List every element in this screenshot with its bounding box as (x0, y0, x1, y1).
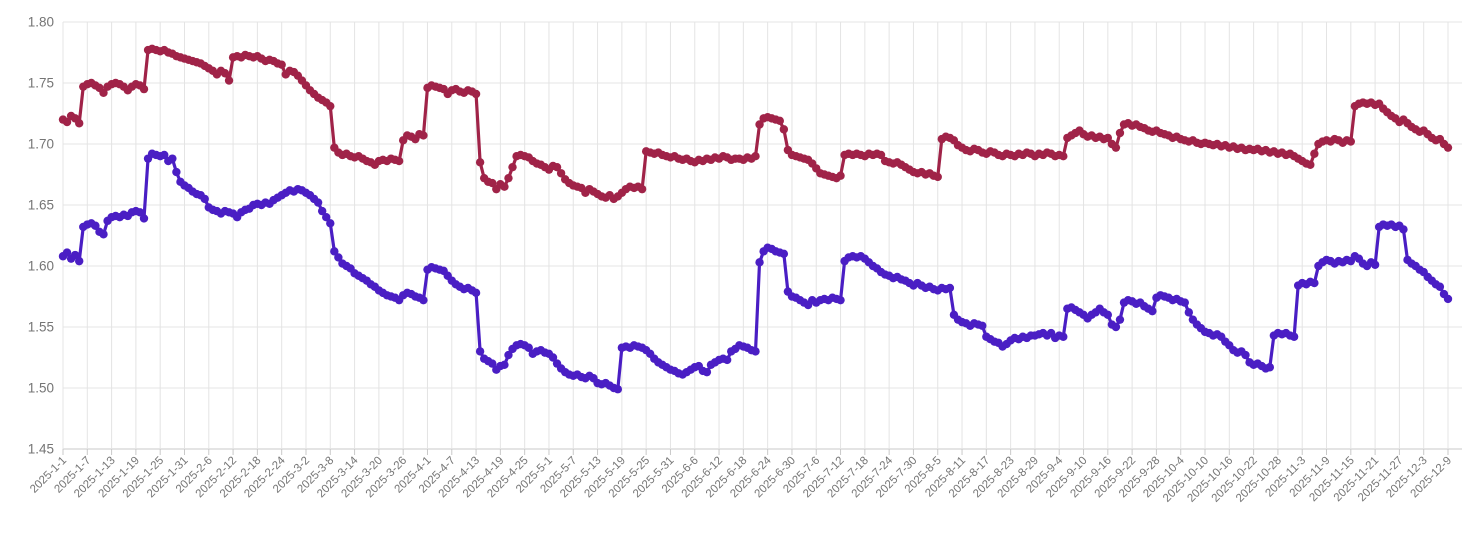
x-axis-labels: 2025-1-12025-1-72025-1-132025-1-192025-1… (28, 454, 1454, 505)
lower-line-point[interactable] (160, 150, 169, 160)
upper-line-point[interactable] (779, 125, 789, 134)
lower-line-point[interactable] (488, 359, 497, 368)
y-tick-label: 1.80 (28, 15, 54, 30)
upper-line-point[interactable] (504, 173, 513, 183)
upper-line-point[interactable] (836, 171, 845, 180)
lower-line-point[interactable] (99, 230, 108, 239)
lower-line-point[interactable] (334, 253, 343, 262)
lower-line-point[interactable] (62, 248, 72, 257)
lower-line-point[interactable] (1443, 294, 1453, 304)
lower-line-point[interactable] (200, 194, 209, 204)
lower-line-point[interactable] (313, 198, 323, 207)
y-tick-label: 1.70 (28, 137, 54, 152)
series-upper-line[interactable] (58, 44, 1453, 204)
lower-line-point[interactable] (1103, 310, 1113, 319)
lower-line-point[interactable] (751, 347, 760, 356)
upper-line-point[interactable] (1306, 160, 1315, 169)
upper-line-point[interactable] (1443, 143, 1453, 152)
lower-line-point[interactable] (317, 206, 327, 216)
lower-line-point[interactable] (70, 250, 80, 260)
upper-line-point[interactable] (1310, 149, 1319, 158)
lower-line-point[interactable] (326, 219, 335, 228)
lower-line-point[interactable] (945, 283, 955, 293)
lower-line-point[interactable] (1289, 332, 1299, 341)
lower-line-point[interactable] (524, 343, 533, 352)
lower-line-point[interactable] (135, 208, 145, 217)
lower-line-point[interactable] (75, 256, 84, 266)
lower-line-point[interactable] (722, 355, 732, 365)
lower-line-point[interactable] (978, 321, 987, 330)
upper-line-point[interactable] (224, 76, 234, 85)
lower-line-point[interactable] (1148, 306, 1157, 316)
upper-line-point[interactable] (637, 184, 647, 194)
upper-line-point[interactable] (1111, 143, 1121, 152)
lower-line-point[interactable] (613, 385, 623, 394)
x-axis-ticks (62, 449, 1449, 455)
lower-line-point[interactable] (702, 367, 712, 377)
upper-line-point[interactable] (933, 172, 942, 182)
upper-line-point[interactable] (508, 162, 517, 172)
upper-line-point[interactable] (488, 178, 497, 188)
lower-line-point[interactable] (139, 214, 149, 223)
upper-line-point[interactable] (775, 116, 784, 126)
y-tick-label: 1.60 (28, 259, 54, 274)
lower-line-point[interactable] (1370, 260, 1380, 269)
series-lower-line[interactable] (58, 149, 1453, 394)
upper-line-point[interactable] (220, 69, 230, 78)
lower-line-point[interactable] (91, 221, 100, 230)
lower-line-point[interactable] (1241, 350, 1250, 360)
upper-line-point[interactable] (419, 131, 428, 140)
upper-line-point[interactable] (99, 88, 108, 97)
upper-line-point[interactable] (475, 158, 485, 167)
lower-line-point[interactable] (330, 247, 339, 256)
lower-line-point[interactable] (1115, 315, 1125, 324)
lower-line-point[interactable] (172, 167, 181, 177)
lower-line-point[interactable] (548, 353, 558, 362)
y-tick-label: 1.50 (28, 381, 54, 396)
y-tick-label: 1.75 (28, 76, 54, 91)
lower-line-point[interactable] (500, 360, 509, 370)
lower-line-point[interactable] (1265, 363, 1275, 372)
upper-line-point[interactable] (139, 84, 149, 94)
upper-line-point[interactable] (394, 156, 404, 166)
lower-line-point[interactable] (1180, 298, 1189, 307)
lower-line-point[interactable] (1435, 282, 1445, 291)
y-tick-label: 1.65 (28, 198, 54, 213)
lower-line-point[interactable] (471, 288, 481, 298)
upper-line-point[interactable] (62, 117, 72, 127)
upper-line-point[interactable] (1115, 128, 1125, 138)
lower-line-point[interactable] (168, 154, 177, 163)
upper-line-point[interactable] (556, 169, 566, 178)
upper-line-point[interactable] (751, 152, 760, 161)
lower-line-point[interactable] (419, 295, 428, 305)
y-tick-label: 1.55 (28, 320, 54, 335)
upper-line-point[interactable] (876, 150, 886, 160)
upper-line-point[interactable] (471, 89, 481, 99)
y-axis-labels: 1.45 1.50 1.55 1.60 1.65 1.70 1.75 1.80 (28, 15, 54, 457)
lower-line-point[interactable] (504, 350, 513, 360)
upper-line-point[interactable] (1059, 152, 1068, 161)
upper-line-point[interactable] (500, 182, 509, 191)
upper-line-point[interactable] (1103, 133, 1113, 143)
lower-line-point[interactable] (1111, 322, 1121, 332)
lower-line-point[interactable] (1184, 308, 1194, 317)
lower-line-point[interactable] (322, 213, 331, 222)
upper-line-point[interactable] (552, 162, 562, 172)
lower-line-point[interactable] (1059, 332, 1068, 341)
upper-line-point[interactable] (75, 119, 84, 128)
upper-line-point[interactable] (755, 120, 764, 129)
lower-line-point[interactable] (475, 347, 485, 356)
y-tick-label: 1.45 (28, 442, 54, 457)
lower-line-point[interactable] (755, 258, 764, 267)
upper-line-point[interactable] (326, 101, 335, 111)
upper-line-point[interactable] (277, 60, 286, 69)
lower-line-point[interactable] (1399, 225, 1408, 234)
upper-line-point[interactable] (1346, 137, 1356, 146)
grid-lines (62, 21, 1462, 450)
lower-line-point[interactable] (1310, 278, 1319, 288)
lower-line-point[interactable] (779, 249, 789, 258)
lower-line-point[interactable] (836, 295, 845, 305)
